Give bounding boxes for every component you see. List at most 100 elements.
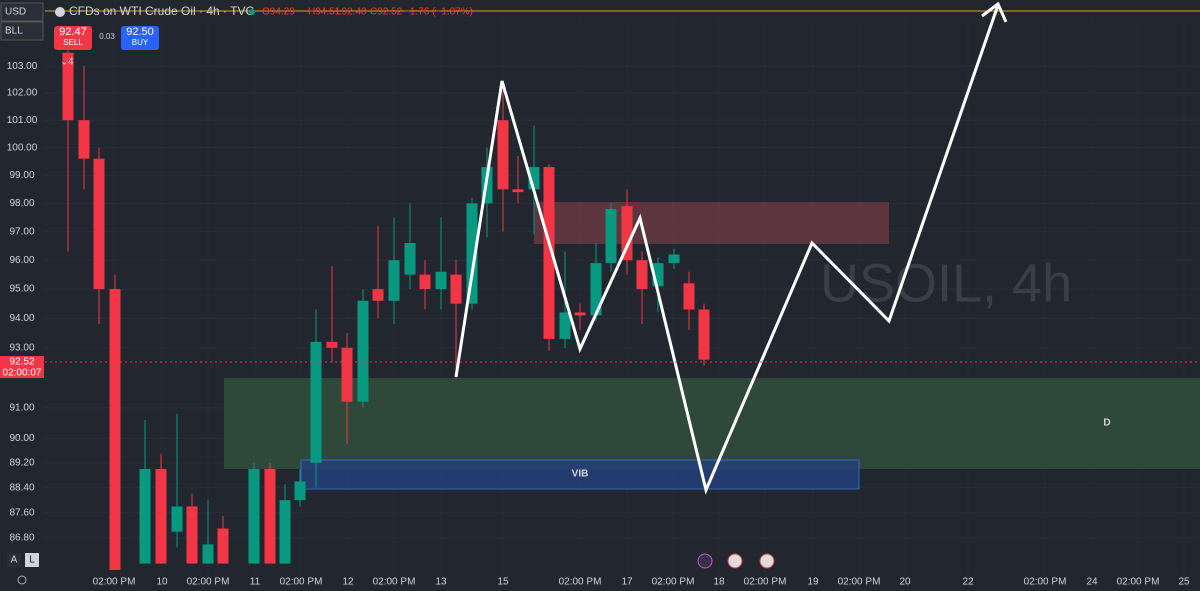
last-price-box (0, 356, 44, 379)
x-tick-label: 02:00 PM (1024, 577, 1067, 588)
candle-body (78, 120, 90, 159)
candle-body (419, 274, 431, 290)
candle-body (605, 208, 617, 264)
y-tick-label: 93.00 (9, 342, 34, 353)
layers-toggle[interactable]: ⌄ (60, 57, 68, 68)
event-icon[interactable] (697, 553, 713, 569)
y-tick-label: 89.20 (9, 457, 34, 468)
candle-body (621, 206, 633, 261)
x-tick-label: 02:00 PM (652, 577, 695, 588)
candle-body (450, 274, 462, 304)
x-tick-label: 17 (621, 577, 633, 588)
sell-button[interactable] (54, 26, 92, 50)
layers-count[interactable]: 4 (68, 57, 74, 68)
x-tick-label: 02:00 PM (559, 577, 602, 588)
y-tick-label: 100.00 (7, 142, 38, 153)
settings-icon[interactable] (17, 575, 27, 585)
x-tick-label: 25 (1178, 577, 1190, 588)
x-tick-label: 02:00 PM (187, 577, 230, 588)
candle-body (404, 243, 416, 275)
candle-body (139, 469, 151, 564)
candle-body (357, 300, 369, 402)
candle-body (326, 341, 338, 348)
y-tick-label: 103.00 (7, 61, 38, 72)
candle-body (248, 469, 260, 564)
x-tick-label: 02:00 PM (1117, 577, 1160, 588)
candle-body (497, 120, 509, 190)
buy-button[interactable] (121, 26, 159, 50)
symbol-select[interactable] (0, 21, 44, 41)
vib-zone (300, 459, 860, 490)
candle-body (590, 263, 602, 316)
candle-body (109, 289, 121, 570)
buy-label[interactable]: BUY (132, 38, 149, 47)
legend-high: H94.51 (308, 7, 341, 18)
y-tick-label: 98.00 (9, 198, 34, 209)
supply-zone (534, 202, 889, 244)
y-tick-label: 94.00 (9, 313, 34, 324)
y-tick-label: 90.00 (9, 433, 34, 444)
y-tick-label: 87.60 (9, 507, 34, 518)
x-tick-label: 10 (156, 577, 168, 588)
last-price: 92.52 (9, 357, 34, 368)
candle-body (264, 469, 276, 564)
candle-body (341, 347, 353, 402)
y-tick-label: 97.00 (9, 226, 34, 237)
x-tick-label: 02:00 PM (744, 577, 787, 588)
candle-body (683, 283, 695, 310)
y-tick-label: 91.00 (9, 402, 34, 413)
legend-close: C92.52 (370, 7, 403, 18)
x-tick-label: 18 (713, 577, 725, 588)
event-icon[interactable] (727, 553, 743, 569)
sell-price[interactable]: 92.47 (59, 26, 87, 38)
candle-body (652, 263, 664, 287)
candle-body (543, 167, 555, 339)
countdown: 02:00:07 (3, 368, 42, 379)
candle-body (186, 506, 198, 564)
currency-select[interactable] (0, 2, 44, 22)
x-tick-label: 13 (435, 577, 447, 588)
candle-body (574, 312, 586, 316)
candle-body (372, 289, 384, 301)
candle-body (93, 158, 105, 290)
candle-body (155, 469, 167, 564)
time-axis-labels: 02:00 PM 10 02:00 PM 11 02:00 PM 12 02:00 PM 13… (93, 577, 1190, 588)
x-tick-label: 12 (342, 577, 354, 588)
x-tick-label: 02:00 PM (373, 577, 416, 588)
x-tick-label: 15 (497, 577, 509, 588)
candle-body (512, 189, 524, 193)
buy-price[interactable]: 92.50 (126, 26, 154, 38)
auto[interactable]: A (11, 555, 18, 566)
sell-label[interactable]: SELL (63, 38, 83, 47)
candle-body (294, 481, 306, 501)
candle-body (202, 544, 214, 564)
projection-path (454, 4, 1000, 495)
y-tick-label: 101.00 (7, 115, 38, 126)
candle-body (466, 203, 478, 304)
x-tick-label: 02:00 PM (280, 577, 323, 588)
legend-change: −1.76 (−1.87%) (404, 7, 473, 18)
candles (62, 26, 710, 570)
symbol-icon (55, 7, 65, 17)
status-dot (249, 9, 255, 15)
vib-label: VIB (572, 469, 589, 480)
arrow-head (981, 1, 1008, 23)
x-tick-label: 22 (962, 577, 974, 588)
event-icon[interactable] (759, 553, 775, 569)
symbol-box[interactable]: BLL (5, 26, 23, 37)
auto-button[interactable] (7, 553, 21, 567)
price-axis (0, 0, 44, 591)
y-tick-label: 96.00 (9, 255, 34, 266)
log[interactable]: L (29, 555, 35, 566)
candle-body (559, 312, 571, 339)
log-button[interactable] (25, 553, 39, 567)
x-tick-label: 02:00 PM (838, 577, 881, 588)
x-tick-label: 20 (899, 577, 911, 588)
candle-body (171, 506, 183, 532)
currency[interactable]: USD (5, 7, 26, 18)
y-tick-label: 88.40 (9, 482, 34, 493)
candle-body (435, 271, 447, 290)
x-tick-label: 19 (807, 577, 819, 588)
legend-open: O94.29 (262, 7, 295, 18)
